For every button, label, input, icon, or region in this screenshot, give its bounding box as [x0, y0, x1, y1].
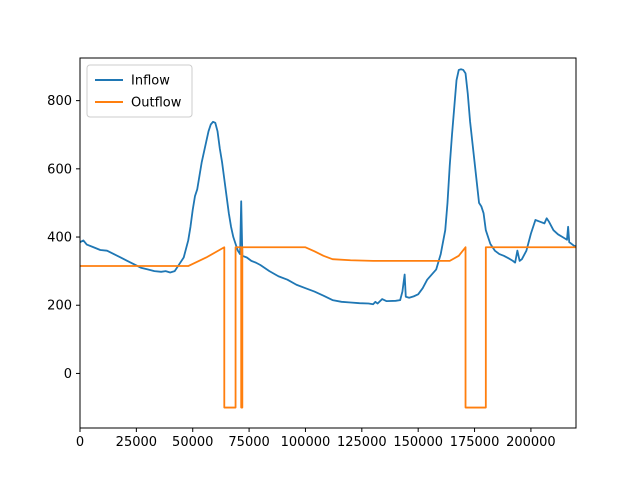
y-axis: 0 200 400 600 800 [47, 94, 80, 382]
x-tick-label: 200000 [506, 435, 556, 450]
legend-box [86, 64, 193, 118]
y-tick-label: 0 [64, 367, 72, 382]
x-tick-label: 75000 [228, 435, 269, 450]
series-layer [79, 68, 577, 409]
series-line-outflow [80, 246, 576, 409]
y-tick-label: 200 [47, 299, 72, 314]
x-axis: 0 25000 50000 75000 100000 125000 150000 175000… [76, 428, 556, 450]
legend: Inflow Outflow [86, 64, 193, 118]
x-tick-label: 150000 [393, 435, 443, 450]
x-tick-label: 0 [76, 435, 84, 450]
legend-label-inflow: Inflow [131, 74, 170, 89]
y-tick-label: 800 [47, 94, 72, 109]
x-tick-label: 125000 [337, 435, 387, 450]
legend-label-outflow: Outflow [131, 96, 182, 111]
plot-frame [79, 57, 577, 429]
x-tick-label: 175000 [450, 435, 500, 450]
x-tick-label: 50000 [172, 435, 213, 450]
x-tick-label: 100000 [281, 435, 331, 450]
x-tick-label: 25000 [116, 435, 157, 450]
series-line-inflow [79, 68, 577, 306]
y-tick-label: 600 [47, 162, 72, 177]
y-tick-label: 400 [47, 231, 72, 246]
